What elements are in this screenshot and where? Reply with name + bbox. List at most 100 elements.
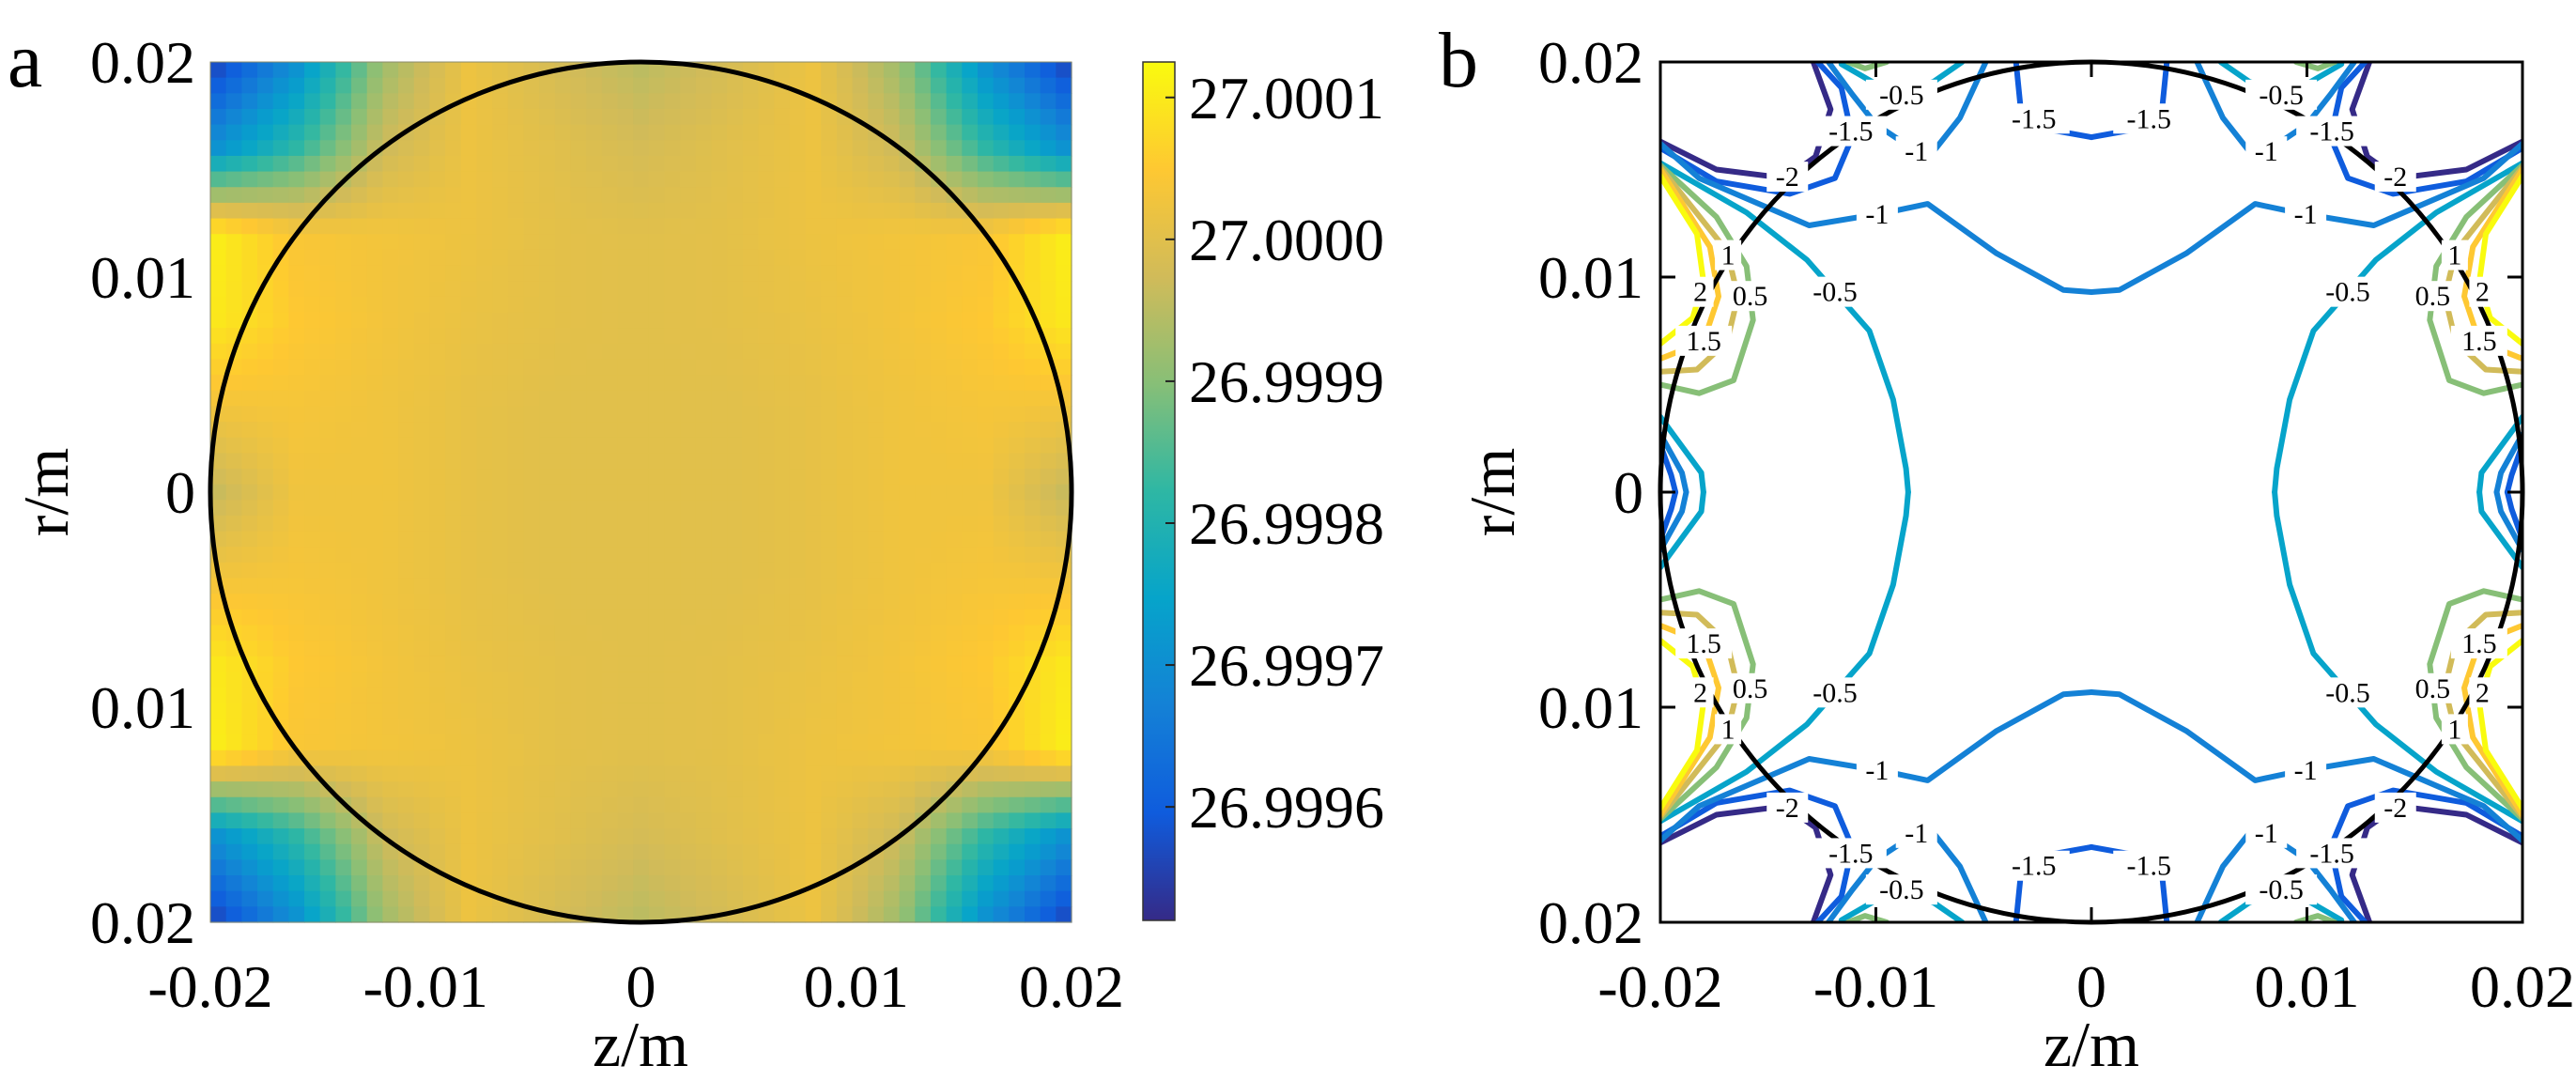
heatmap-cell [445, 249, 462, 267]
heatmap-cell [429, 62, 446, 79]
heatmap-cell [680, 875, 697, 892]
heatmap-cell [586, 108, 603, 126]
heatmap-cell [210, 281, 227, 298]
heatmap-cell [868, 359, 885, 376]
heatmap-cell [742, 734, 760, 751]
heatmap-cell [241, 515, 258, 533]
heatmap-cell [633, 390, 650, 407]
heatmap-cell [272, 843, 289, 860]
heatmap-cell [382, 812, 399, 829]
heatmap-cell [539, 437, 556, 454]
contour-line [1660, 62, 1856, 197]
heatmap-cell [288, 296, 305, 314]
heatmap-cell [319, 390, 336, 407]
heatmap-cell [460, 500, 478, 517]
heatmap-cell [930, 469, 948, 486]
heatmap-cell [366, 609, 383, 626]
heatmap-cell [382, 796, 399, 814]
heatmap-cell [570, 812, 587, 829]
heatmap-cell [335, 359, 352, 376]
heatmap-cell [1056, 265, 1072, 282]
heatmap-cell [742, 828, 760, 845]
heatmap-cell [883, 390, 901, 407]
heatmap-cell [617, 812, 634, 829]
heatmap-cell [523, 265, 540, 282]
heatmap-cell [413, 765, 431, 782]
heatmap-cell [664, 93, 681, 110]
heatmap-cell [554, 500, 572, 517]
heatmap-cell [1024, 749, 1041, 767]
heatmap-cell [570, 687, 587, 704]
heatmap-cell [413, 718, 431, 735]
heatmap-cell [272, 656, 289, 673]
heatmap-cell [946, 375, 963, 392]
heatmap-cell [586, 312, 603, 329]
heatmap-cell [695, 140, 713, 157]
heatmap-cell [617, 93, 634, 110]
heatmap-cell [899, 484, 916, 501]
heatmap-cell [852, 140, 869, 157]
heatmap-cell [899, 296, 916, 314]
heatmap-cell [633, 672, 650, 688]
heatmap-cell [758, 202, 775, 220]
heatmap-cell [272, 437, 289, 454]
heatmap-cell [774, 500, 791, 517]
heatmap-cell [241, 796, 258, 814]
heatmap-cell [962, 359, 979, 376]
heatmap-cell [460, 453, 478, 470]
heatmap-cell [930, 749, 948, 767]
heatmap-cell [460, 140, 478, 157]
heatmap-cell [695, 155, 713, 173]
heatmap-cell [962, 609, 979, 626]
heatmap-cell [1009, 843, 1026, 860]
heatmap-cell [304, 249, 321, 267]
heatmap-cell [821, 375, 838, 392]
heatmap-cell [492, 234, 509, 251]
heatmap-cell [523, 718, 540, 735]
heatmap-cell [413, 578, 431, 595]
heatmap-cell [930, 140, 948, 157]
heatmap-cell [445, 859, 462, 876]
heatmap-cell [351, 796, 368, 814]
heatmap-cell [257, 531, 274, 548]
heatmap-cell [1024, 187, 1041, 204]
heatmap-cell [899, 469, 916, 486]
contour-label-bg [1865, 79, 1937, 110]
heatmap-cell [429, 703, 446, 720]
heatmap-cell [758, 828, 775, 845]
heatmap-cell [319, 500, 336, 517]
heatmap-cell [680, 281, 697, 298]
heatmap-cell [962, 453, 979, 470]
heatmap-cell [398, 265, 415, 282]
heatmap-cell [382, 108, 399, 126]
heatmap-cell [241, 453, 258, 470]
contour-line [2293, 62, 2338, 71]
heatmap-cell [1056, 859, 1072, 876]
contour-label: -1 [1865, 755, 1889, 786]
heatmap-cell [335, 77, 352, 94]
heatmap-cell [241, 437, 258, 454]
contour-label-bg [2404, 672, 2461, 703]
heatmap-cell [272, 359, 289, 376]
contour-label-bg [1895, 817, 1937, 848]
heatmap-cell [680, 703, 697, 720]
heatmap-cell [225, 234, 242, 251]
heatmap-cell [476, 718, 493, 735]
heatmap-cell [507, 484, 525, 501]
heatmap-cell [335, 859, 352, 876]
heatmap-cell [288, 906, 305, 923]
heatmap-cell [413, 843, 431, 860]
heatmap-cell [695, 828, 713, 845]
heatmap-cell [413, 437, 431, 454]
heatmap-cell [304, 500, 321, 517]
heatmap-cell [868, 672, 885, 688]
heatmap-cell [633, 187, 650, 204]
heatmap-cell [742, 249, 760, 267]
heatmap-cell [523, 390, 540, 407]
heatmap-cell [1040, 296, 1057, 314]
heatmap-cell [366, 641, 383, 657]
heatmap-cell [852, 906, 869, 923]
heatmap-cell [601, 265, 619, 282]
heatmap-cell [805, 796, 822, 814]
heatmap-cell [930, 187, 948, 204]
